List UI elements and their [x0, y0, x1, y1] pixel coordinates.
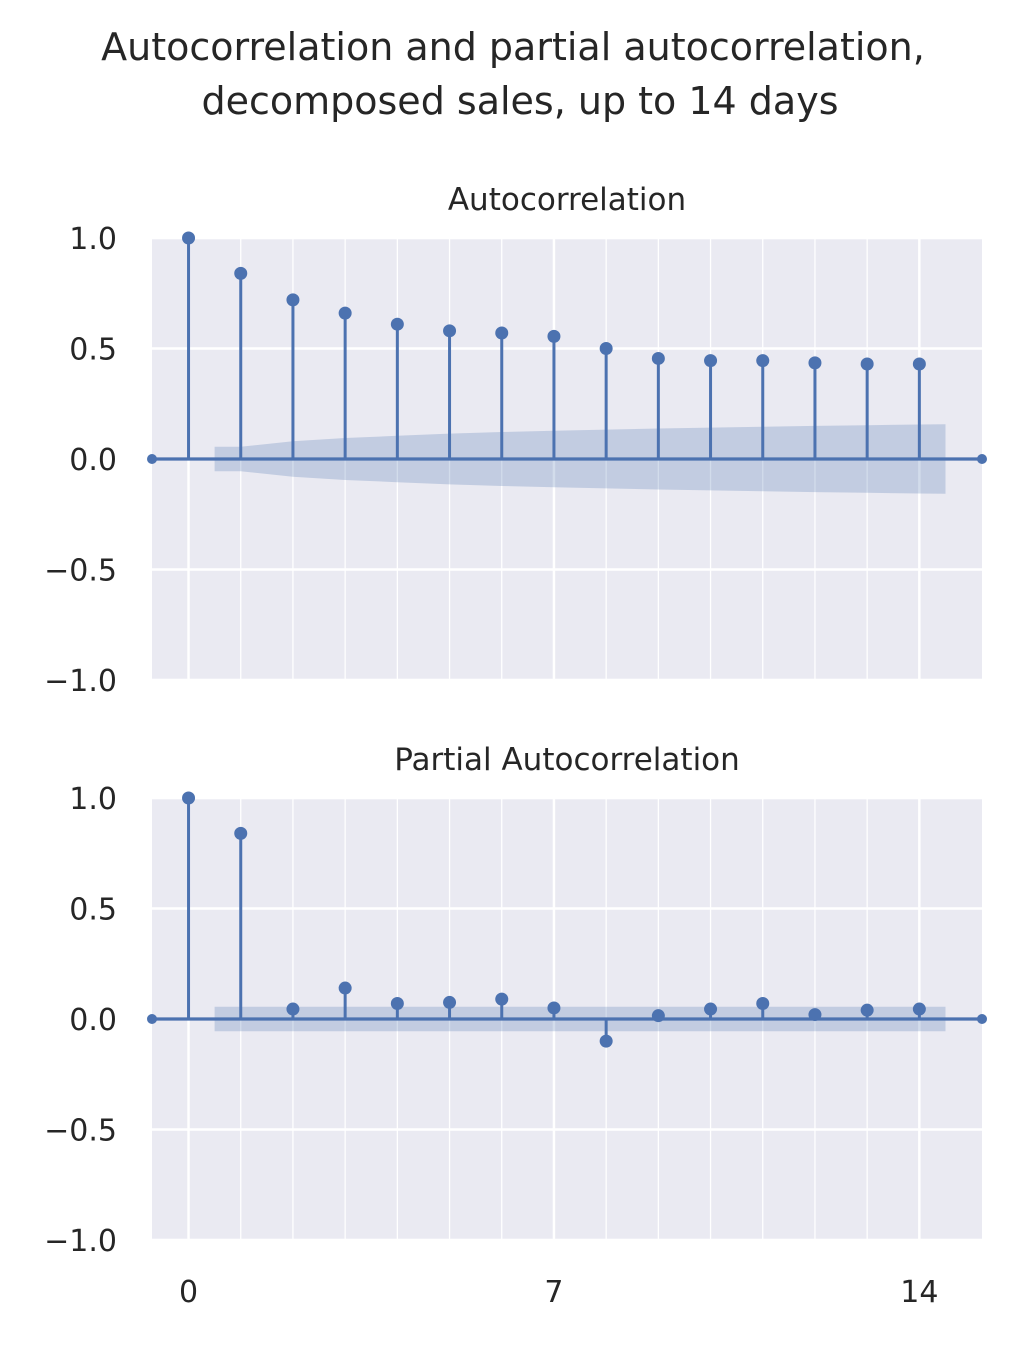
x-tick-label: 14 [900, 1275, 938, 1310]
marker-lag-13 [860, 1003, 874, 1017]
marker-lag-3 [338, 981, 352, 995]
y-tick-label: −0.5 [44, 1114, 117, 1149]
zero-line-end-marker [977, 454, 987, 464]
y-tick-label: −1.0 [44, 1224, 117, 1259]
marker-lag-1 [234, 826, 248, 840]
marker-lag-7 [547, 329, 561, 343]
marker-lag-4 [390, 317, 404, 331]
marker-lag-5 [443, 995, 457, 1009]
marker-lag-14 [912, 1002, 926, 1016]
subplot-title: Autocorrelation [448, 182, 686, 218]
y-tick-label: −0.5 [44, 554, 117, 589]
y-tick-label: 0.5 [69, 333, 117, 368]
y-tick-label: 1.0 [69, 782, 117, 817]
autocorrelation-panel: Autocorrelation 1.0 0.5 0.0 −0.5 −1.0 [44, 182, 987, 699]
marker-lag-3 [338, 306, 352, 320]
marker-lag-8 [599, 342, 613, 355]
marker-lag-10 [704, 1002, 718, 1016]
marker-lag-6 [495, 326, 509, 340]
marker-lag-6 [495, 992, 509, 1006]
marker-lag-14 [912, 357, 926, 371]
marker-lag-9 [651, 351, 665, 365]
marker-lag-0 [182, 231, 196, 245]
marker-lag-2 [286, 1002, 300, 1016]
marker-lag-10 [704, 354, 718, 368]
x-tick-label: 7 [544, 1275, 563, 1310]
figure-title-line-2: decomposed sales, up to 14 days [201, 79, 838, 123]
y-tick-label: 0.0 [69, 443, 117, 478]
marker-lag-8 [599, 1034, 613, 1048]
y-tick-label: 1.0 [69, 222, 117, 257]
marker-lag-5 [443, 324, 457, 338]
marker-lag-12 [808, 356, 822, 370]
zero-line-end-marker [977, 1014, 987, 1024]
marker-lag-11 [756, 354, 770, 368]
marker-lag-1 [234, 266, 248, 280]
marker-lag-9 [651, 1009, 665, 1023]
x-tick-label: 0 [179, 1275, 198, 1310]
y-tick-label: 0.0 [69, 1003, 117, 1038]
marker-lag-0 [182, 791, 196, 805]
marker-lag-4 [390, 997, 404, 1011]
marker-lag-7 [547, 1001, 561, 1015]
marker-lag-12 [808, 1008, 822, 1022]
figure-title-line-1: Autocorrelation and partial autocorrelat… [101, 25, 925, 69]
marker-lag-2 [286, 293, 300, 307]
y-tick-label: −1.0 [44, 664, 117, 699]
partial-autocorrelation-panel: Partial Autocorrelation 1.0 0.5 0.0 −0.5 −1.0… [44, 742, 987, 1310]
zero-line-end-marker [147, 454, 157, 464]
subplot-title: Partial Autocorrelation [394, 742, 740, 778]
marker-lag-13 [860, 357, 874, 371]
zero-line-end-marker [147, 1014, 157, 1024]
marker-lag-11 [756, 997, 770, 1011]
y-tick-label: 0.5 [69, 893, 117, 928]
